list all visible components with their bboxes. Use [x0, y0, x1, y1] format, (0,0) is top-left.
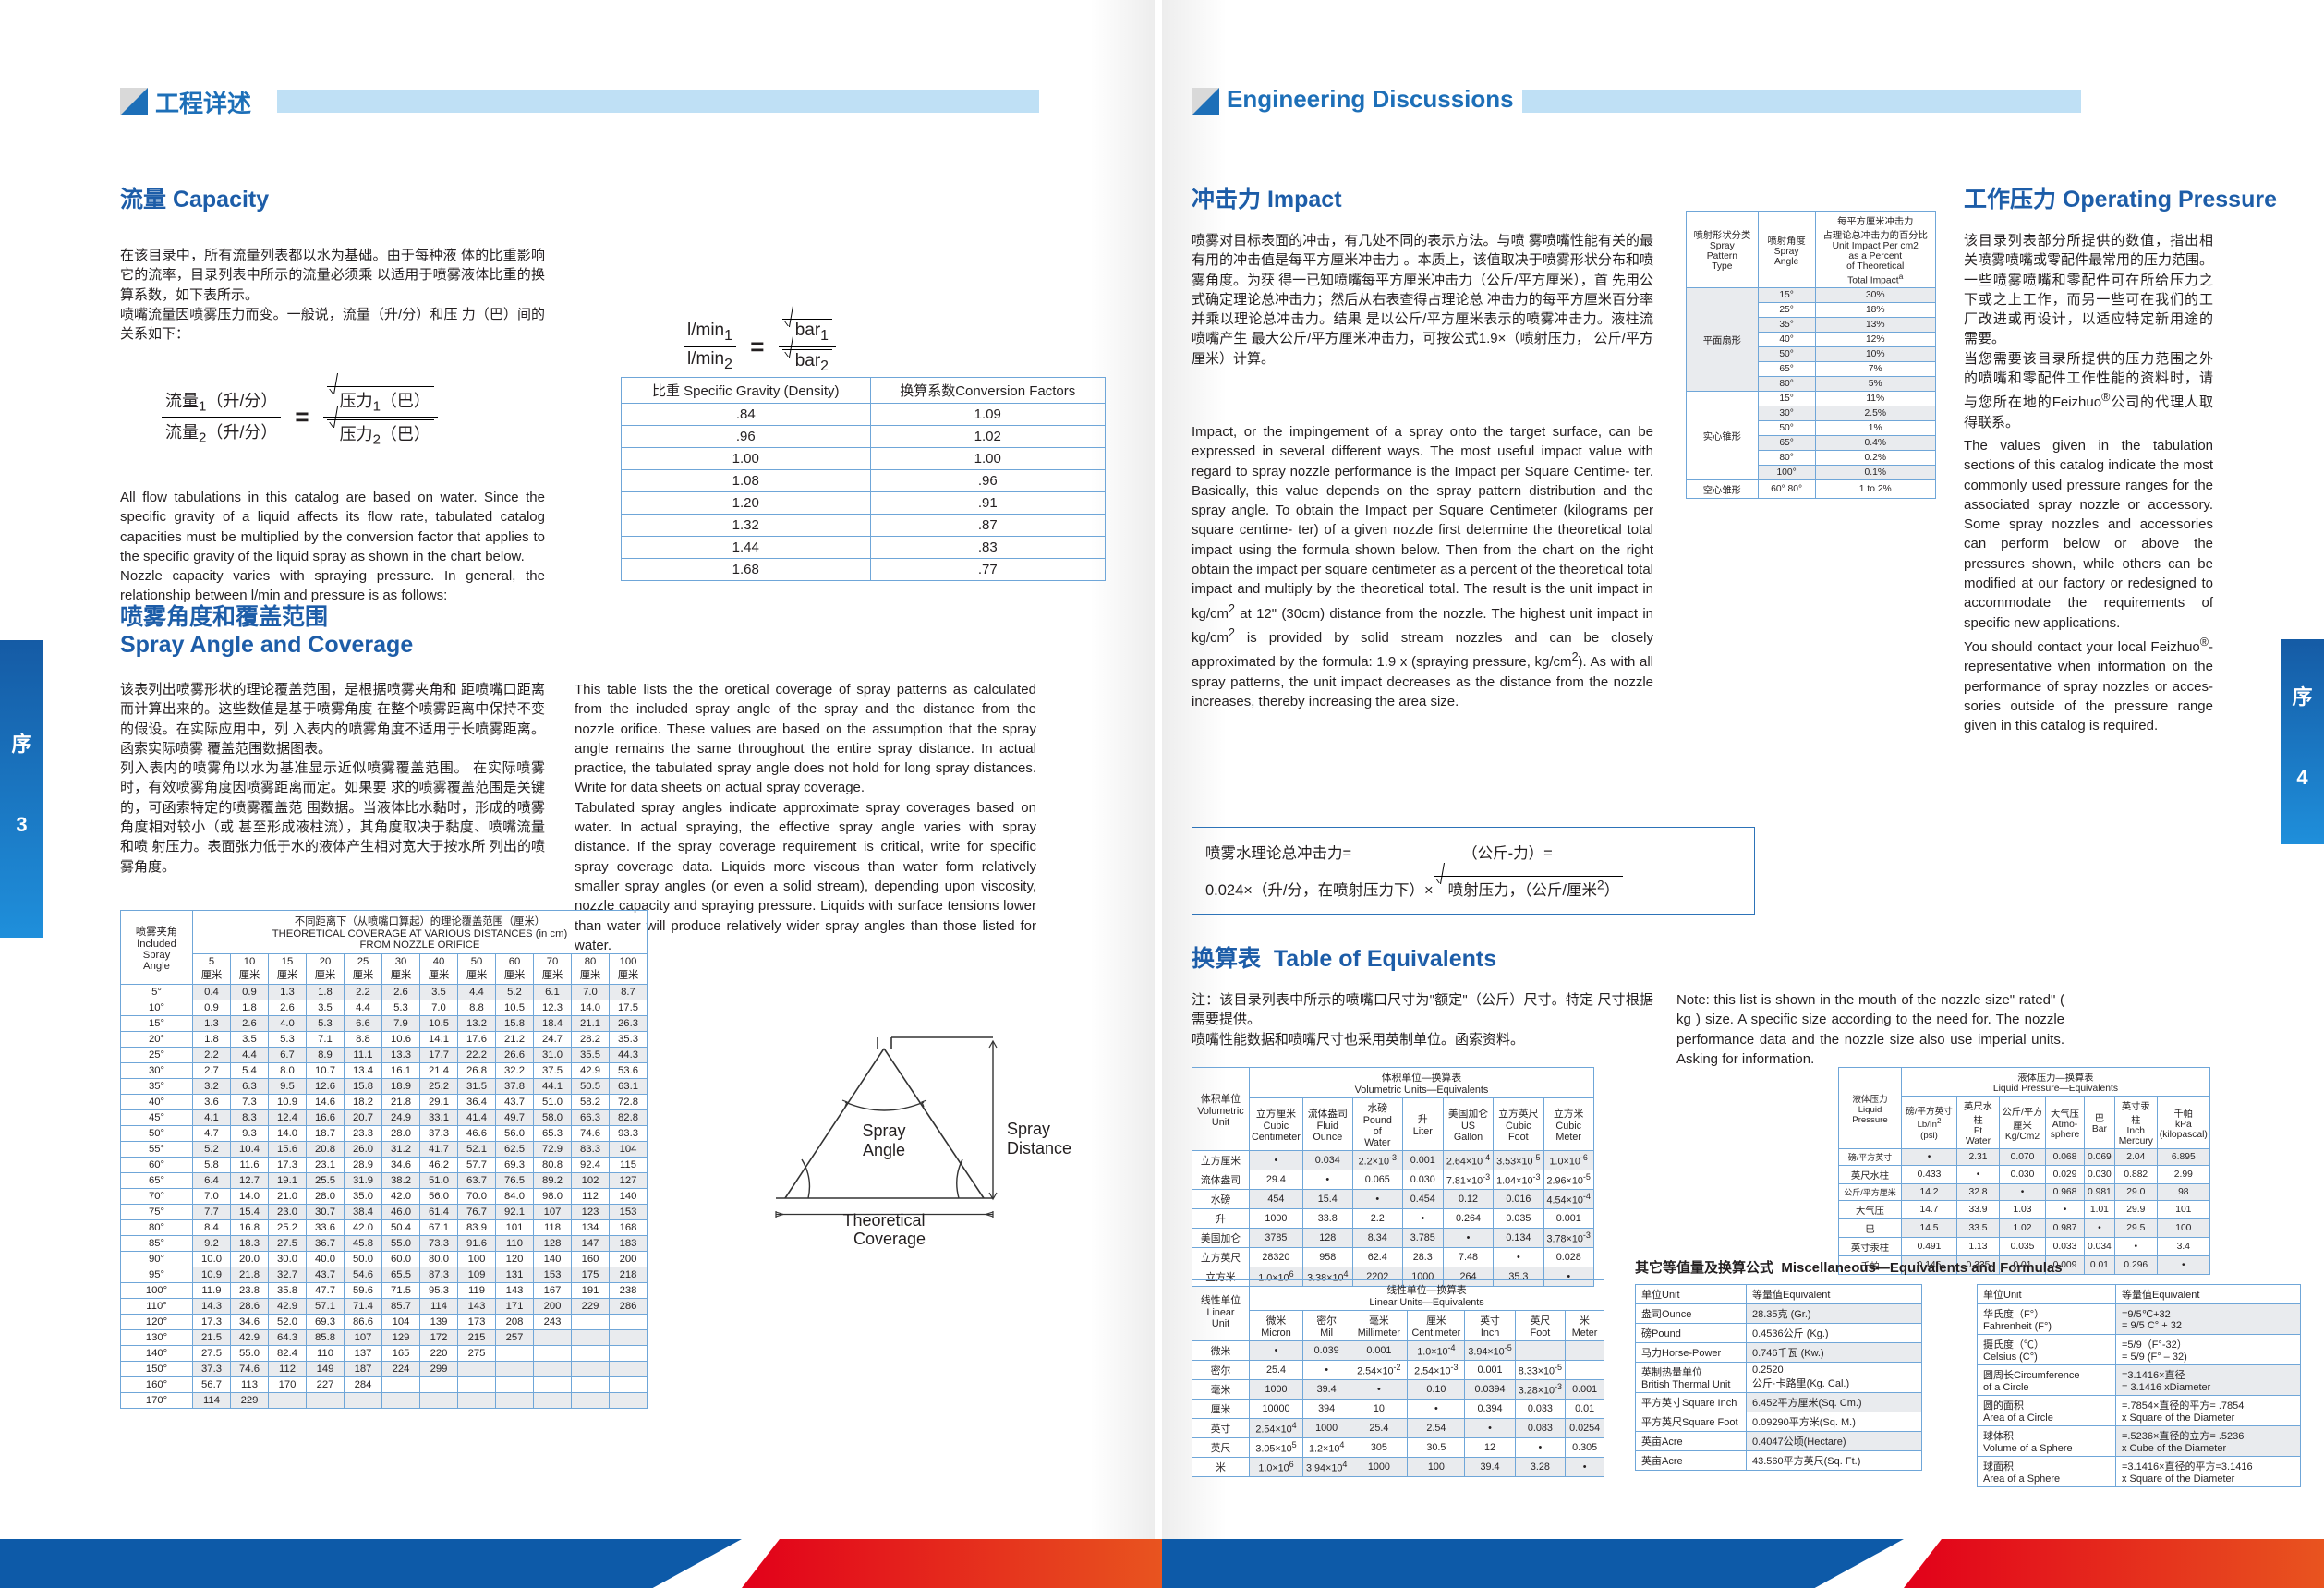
- svg-text:Spray: Spray: [1007, 1120, 1050, 1138]
- svg-text:Theoretical: Theoretical: [842, 1211, 925, 1230]
- svg-text:Angle: Angle: [863, 1141, 905, 1159]
- svg-text:Spray: Spray: [862, 1121, 905, 1140]
- svg-text:Distance: Distance: [1007, 1139, 1071, 1158]
